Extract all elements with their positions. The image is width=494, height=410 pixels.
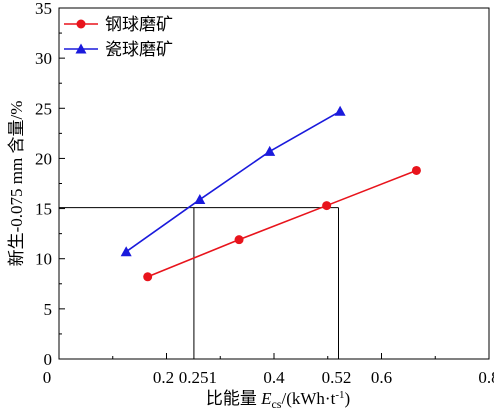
x-axis-title-subscript: cs — [271, 397, 281, 410]
series-1-point — [322, 201, 332, 211]
series-markers — [120, 105, 421, 282]
legend-label-2: 瓷球磨矿 — [105, 40, 173, 59]
x-tick-label: 0.8 — [478, 368, 494, 387]
y-tick-label: 10 — [35, 250, 52, 269]
x-axis-title-main: 比能量 — [206, 389, 261, 408]
legend-marker-1 — [76, 19, 86, 29]
y-tick-label: 30 — [35, 49, 52, 68]
legend-label-1: 钢球磨矿 — [105, 15, 173, 34]
y-tick-label: 0 — [44, 350, 53, 369]
x-axis-title-superscript: -1 — [335, 389, 344, 401]
x-axis-title-unit: /(kWh·t — [281, 389, 335, 408]
x-tick-label: 0.6 — [371, 368, 392, 387]
series-1-point — [143, 272, 153, 282]
series-lines — [125, 110, 417, 278]
series-2-point — [334, 105, 346, 116]
series-2-point — [194, 194, 206, 205]
x-tick-label: 0 — [43, 368, 52, 387]
plot-frame — [58, 7, 490, 360]
x-tick-label: 0.52 — [322, 368, 352, 387]
x-tick-label: 0.2 — [153, 368, 174, 387]
x-axis-title: 比能量 Ecs/(kWh·t-1) — [206, 389, 350, 410]
reference-lines — [59, 207, 339, 359]
y-tick-label: 5 — [44, 300, 53, 319]
series-1-point — [411, 165, 421, 175]
y-tick-label: 25 — [35, 99, 52, 118]
y-tick-label: 15 — [35, 200, 52, 219]
plot-frame-group — [58, 7, 490, 360]
series-line-1 — [147, 169, 417, 278]
series-line-2 — [125, 110, 341, 253]
y-axis-title: 新生-0.075 mm 含量/% — [7, 101, 26, 267]
legend-marker-2 — [75, 43, 87, 54]
series-2-point — [120, 246, 132, 257]
x-tick-label: 0.4 — [263, 368, 285, 387]
x-axis-title-unit-end: ) — [344, 389, 350, 408]
series-1-point — [234, 235, 244, 245]
y-ticks: 0 5 10 15 20 25 30 35 — [35, 0, 65, 369]
series-2-point — [264, 145, 276, 156]
x-ticks: 0.2 0.251 0.4 0.52 0.6 0.8 0 — [43, 353, 494, 387]
y-tick-label: 35 — [35, 0, 52, 18]
x-axis-title-symbol: E — [260, 389, 272, 408]
y-tick-label: 20 — [35, 149, 52, 168]
x-tick-label: 0.251 — [179, 368, 217, 387]
